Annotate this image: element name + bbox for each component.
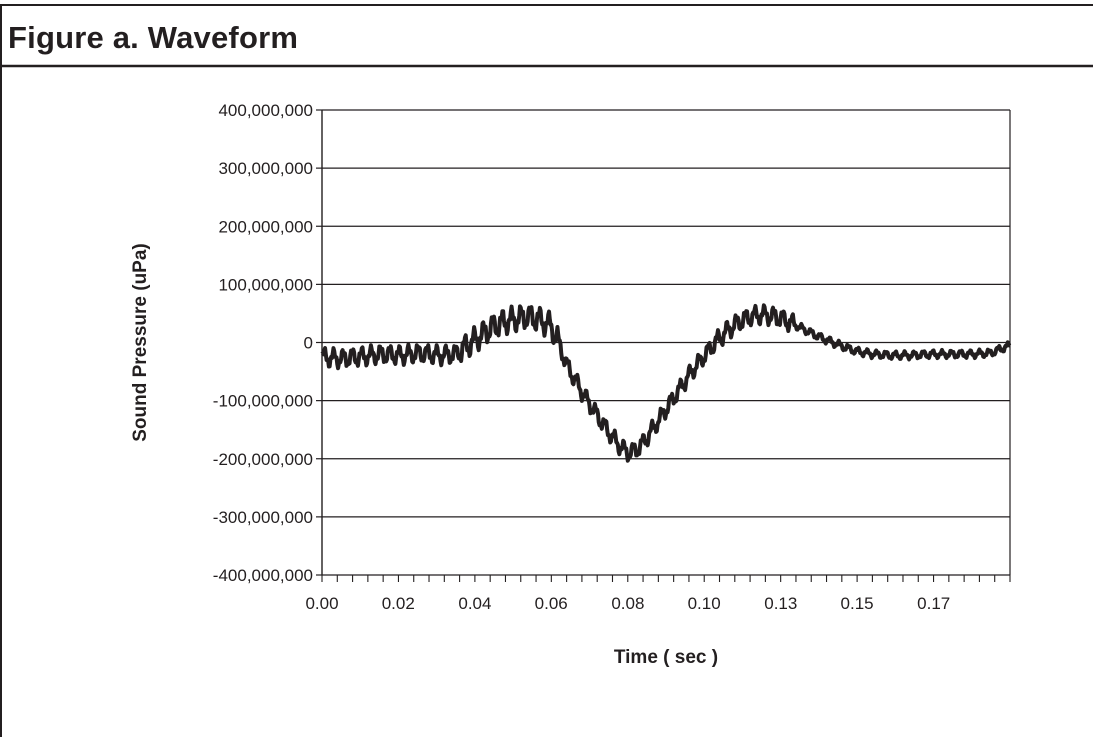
- y-tick-label: 300,000,000: [218, 159, 313, 178]
- waveform-series-line: [320, 303, 1012, 463]
- y-tick-label: 400,000,000: [218, 101, 313, 120]
- y-axis-title: Sound Pressure (uPa): [130, 243, 151, 442]
- y-tick-label: 200,000,000: [218, 217, 313, 236]
- x-tick-label: 0.02: [382, 594, 415, 613]
- y-tick-label: -300,000,000: [213, 508, 313, 527]
- x-tick-label: 0.13: [764, 594, 797, 613]
- x-tick-label: 0.10: [688, 594, 721, 613]
- x-tick-label: 0.00: [305, 594, 338, 613]
- series-layer: [320, 303, 1012, 463]
- x-axis-title: Time ( sec ): [614, 647, 718, 668]
- x-tick-label: 0.04: [458, 594, 491, 613]
- x-tick-label: 0.08: [611, 594, 644, 613]
- y-tick-label: 100,000,000: [218, 275, 313, 294]
- gridlines: [322, 109, 1010, 576]
- x-tick-label: 0.15: [841, 594, 874, 613]
- y-tick-label: -400,000,000: [213, 566, 313, 585]
- y-tick-label: 0: [304, 334, 313, 353]
- x-tick-label: 0.06: [535, 594, 568, 613]
- y-tick-label: -200,000,000: [213, 450, 313, 469]
- x-tick-label: 0.17: [917, 594, 950, 613]
- figure-title: Figure a. Waveform: [8, 20, 299, 55]
- tick-labels: 400,000,000 300,000,000 200,000,000 100,000…: [213, 101, 950, 613]
- y-tick-label: -100,000,000: [213, 392, 313, 411]
